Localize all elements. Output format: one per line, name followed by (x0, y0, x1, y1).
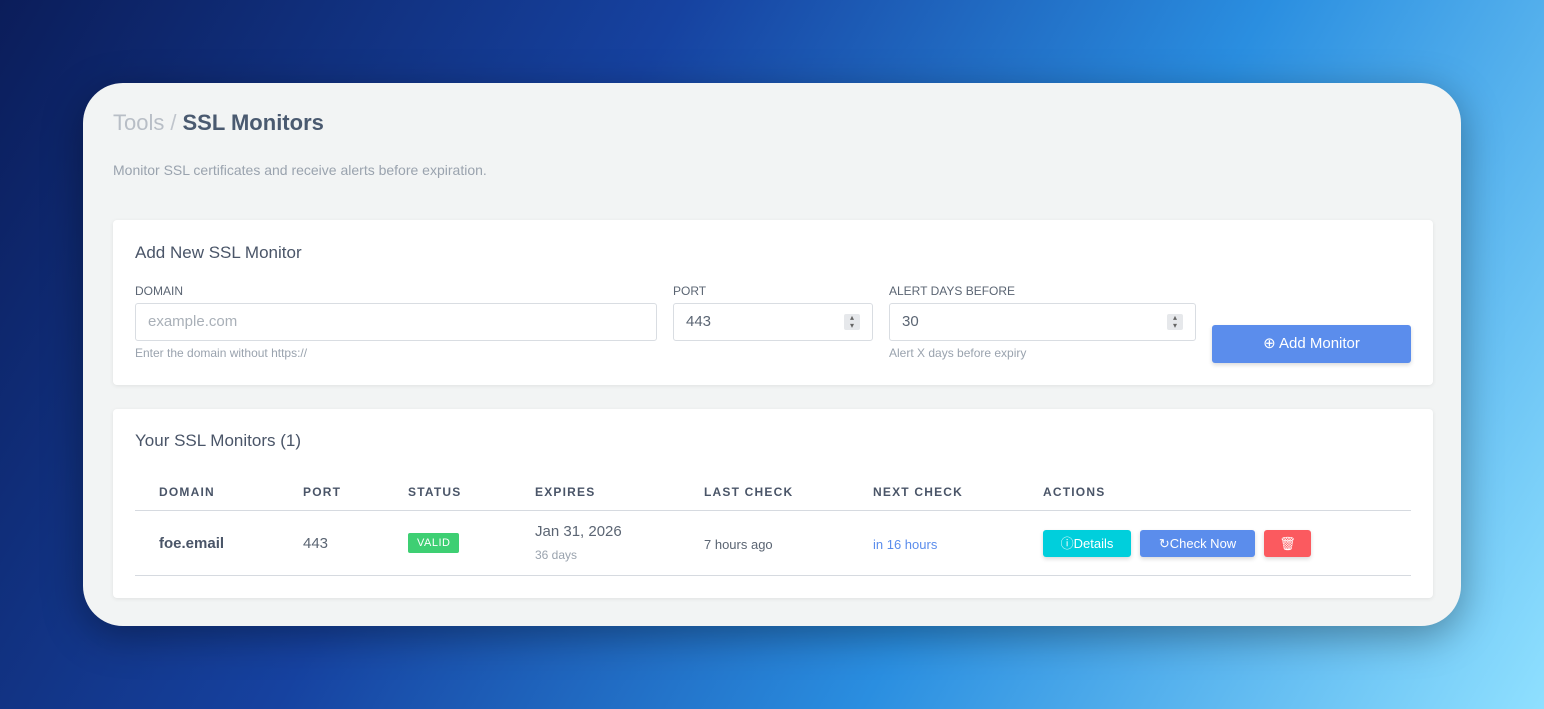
page-subtitle: Monitor SSL certificates and receive ale… (113, 162, 487, 178)
col-next-check: NEXT CHECK (873, 485, 964, 499)
alert-days-help: Alert X days before expiry (889, 346, 1027, 360)
breadcrumb-parent[interactable]: Tools (113, 110, 165, 135)
delete-button[interactable]: 🗑 (1264, 530, 1311, 557)
check-now-label: Check Now (1169, 536, 1237, 551)
refresh-icon: ↻ (1158, 536, 1170, 551)
domain-help: Enter the domain without https:// (135, 346, 308, 360)
domain-label: DOMAIN (135, 284, 183, 298)
col-actions: ACTIONS (1043, 485, 1106, 499)
row-last-check: 7 hours ago (704, 537, 773, 552)
monitors-title: Your SSL Monitors (1) (135, 431, 301, 450)
domain-input[interactable]: example.com (135, 303, 657, 341)
col-expires: EXPIRES (535, 485, 596, 499)
app-window: Tools / SSL Monitors Monitor SSL certifica… (83, 83, 1461, 626)
port-input[interactable]: 443 ▴ ▾ (673, 303, 873, 341)
monitors-card: Your SSL Monitors (1) DOMAIN PORT STATUS… (113, 409, 1433, 598)
breadcrumb: Tools / SSL Monitors (113, 110, 324, 136)
row-divider (135, 575, 1411, 576)
breadcrumb-separator: / (170, 110, 177, 135)
plus-circle-icon: ⊕ (1263, 335, 1276, 352)
add-monitor-label: Add Monitor (1279, 335, 1360, 352)
info-icon: ⓘ (1060, 536, 1074, 551)
details-button[interactable]: ⓘDetails (1043, 530, 1131, 557)
col-port: PORT (303, 485, 342, 499)
alert-days-value: 30 (902, 313, 919, 330)
alert-days-input[interactable]: 30 ▴ ▾ (889, 303, 1196, 341)
header-divider (135, 510, 1411, 511)
add-monitor-card: Add New SSL Monitor DOMAIN example.com E… (113, 220, 1433, 385)
page-title: SSL Monitors (182, 110, 324, 135)
row-domain: foe.email (159, 535, 225, 552)
col-domain: DOMAIN (159, 485, 215, 499)
port-stepper[interactable]: ▴ ▾ (844, 314, 860, 330)
port-label: PORT (673, 284, 707, 298)
alert-days-stepper[interactable]: ▴ ▾ (1167, 314, 1183, 330)
form-title: Add New SSL Monitor (135, 243, 302, 262)
check-now-button[interactable]: ↻Check Now (1140, 530, 1255, 557)
row-next-check: in 16 hours (873, 537, 938, 552)
trash-icon: 🗑 (1279, 536, 1296, 551)
port-value: 443 (686, 313, 712, 330)
status-badge: VALID (408, 533, 460, 553)
details-label: Details (1073, 536, 1114, 551)
row-port: 443 (303, 535, 329, 552)
add-monitor-button[interactable]: ⊕ Add Monitor (1212, 325, 1411, 363)
alert-days-label: ALERT DAYS BEFORE (889, 284, 1016, 298)
col-status: STATUS (408, 485, 462, 499)
row-expires: Jan 31, 2026 (535, 523, 622, 540)
col-last-check: LAST CHECK (704, 485, 794, 499)
row-expires-in: 36 days (535, 548, 578, 562)
